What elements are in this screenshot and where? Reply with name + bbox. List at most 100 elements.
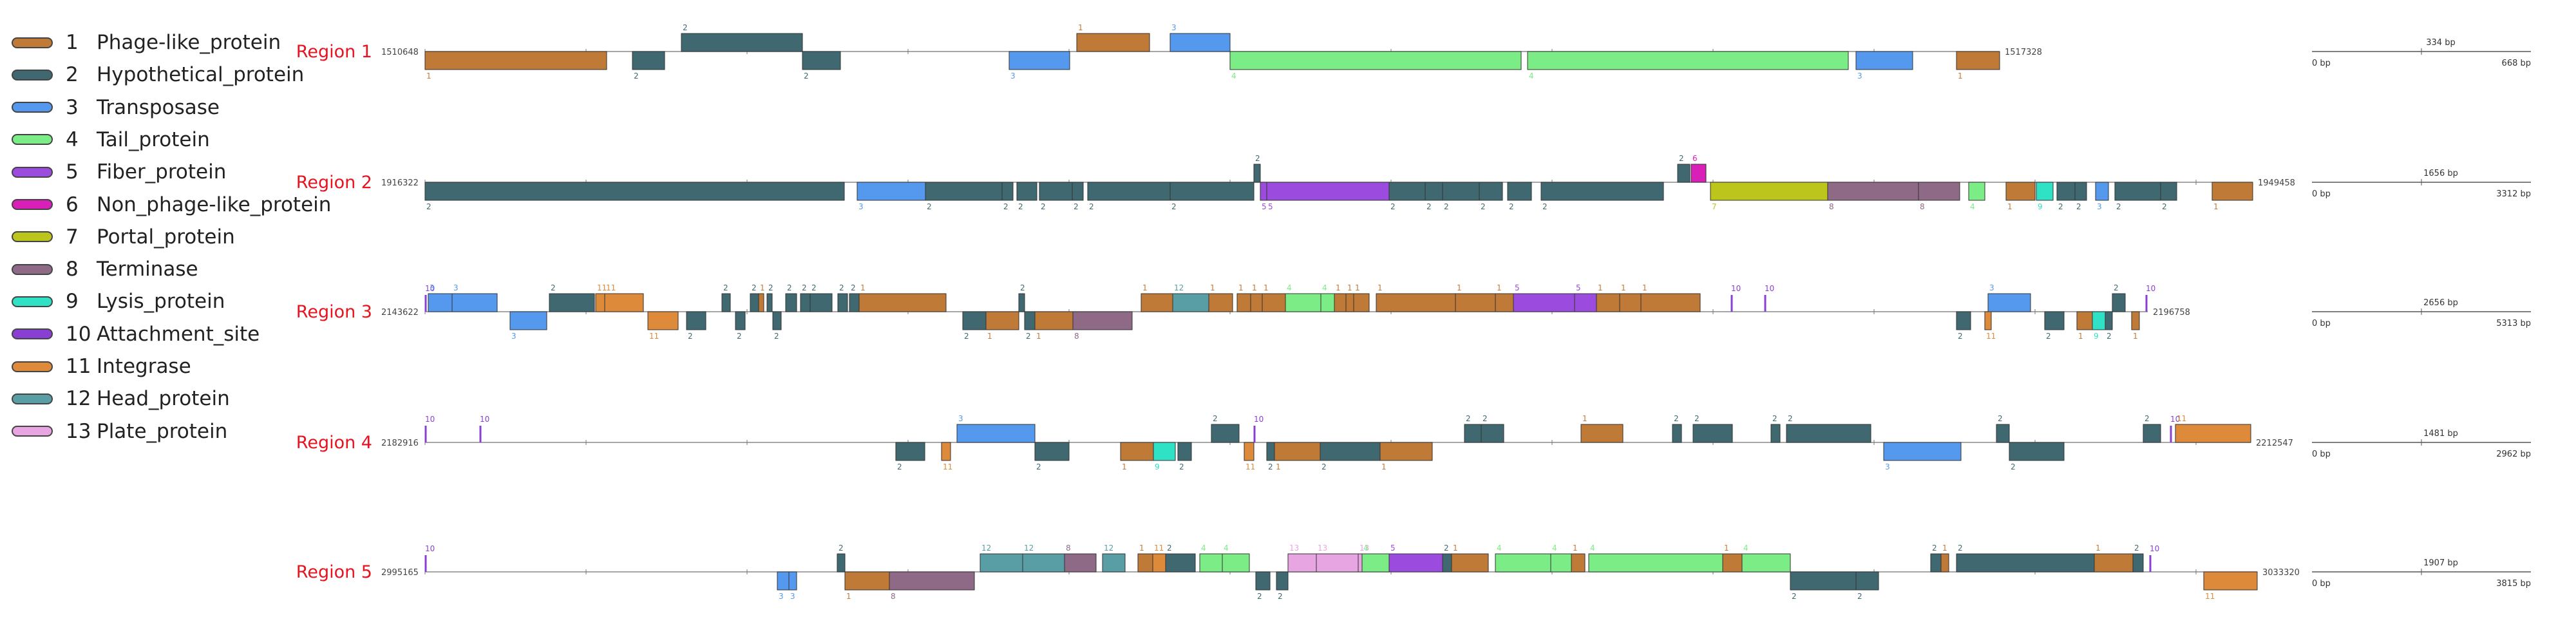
gene-type-label: 2 xyxy=(752,283,757,292)
gene-box xyxy=(1672,424,1682,443)
gene-box xyxy=(858,293,947,312)
scale-axis-start: 0 bp xyxy=(2312,59,2331,68)
legend-label: Lysis_protein xyxy=(97,290,225,314)
gene-type-label: 3 xyxy=(1857,71,1862,80)
gene-type-label: 3 xyxy=(511,332,516,341)
gene-type-label: 10 xyxy=(2146,284,2155,293)
gene-type-label: 5 xyxy=(1268,202,1273,211)
gene-box xyxy=(1571,553,1586,573)
gene-box xyxy=(857,182,926,201)
gene-box xyxy=(1507,182,1532,201)
gene-box xyxy=(1388,182,1426,201)
gene-type-label: 12 xyxy=(1024,544,1034,553)
gene-type-label: 4 xyxy=(1322,283,1327,292)
scale-bar: 2656 bp 0 bp 5313 bp xyxy=(2312,298,2531,328)
gene-type-label: 1 xyxy=(1642,283,1647,292)
gene-box xyxy=(1827,182,1919,201)
gene-type-label: 11 xyxy=(649,332,659,341)
gene-type-label: 13 xyxy=(1318,544,1327,553)
region-label: Region 3 xyxy=(296,302,372,322)
gene-box xyxy=(1353,293,1370,312)
gene-box xyxy=(1619,293,1642,312)
gene-type-label: 2 xyxy=(839,283,844,292)
legend-label: Plate_protein xyxy=(97,419,228,443)
scale-length-label: 2656 bp xyxy=(2423,298,2458,308)
gene-type-label: 6 xyxy=(1692,154,1698,163)
region-label: Region 1 xyxy=(296,42,372,62)
gene-type-label: 1 xyxy=(2078,332,2083,341)
gene-box xyxy=(766,293,773,312)
gene-box xyxy=(1262,293,1286,312)
gene-type-label: 1 xyxy=(1347,283,1352,292)
gene-type-label: 1 xyxy=(1453,544,1458,553)
region-label: Region 4 xyxy=(296,433,372,453)
gene-box xyxy=(1039,182,1073,201)
gene-box xyxy=(1320,293,1335,312)
gene-type-label: 2 xyxy=(737,332,742,341)
legend-swatch xyxy=(12,263,53,275)
gene-type-label: 1 xyxy=(2096,544,2101,553)
gene-type-label: 10 xyxy=(1254,415,1264,424)
scale-axis-start: 0 bp xyxy=(2312,450,2331,459)
gene-box xyxy=(1170,182,1255,201)
legend-label: Tail_protein xyxy=(97,128,210,151)
gene-type-label: 1 xyxy=(1573,544,1578,553)
gene-type-label: 2 xyxy=(851,283,856,292)
gene-type-label: 2 xyxy=(683,23,688,32)
gene-type-label: 2 xyxy=(1089,202,1094,211)
scale-length-label: 1907 bp xyxy=(2423,558,2458,568)
gene-box xyxy=(1361,553,1390,573)
gene-type-label: 1 xyxy=(1621,283,1626,292)
gene-box xyxy=(681,33,803,52)
gene-box xyxy=(1222,553,1250,573)
gene-box xyxy=(758,293,764,312)
gene-box xyxy=(1527,51,1849,70)
legend-label: Phage-like_protein xyxy=(97,31,281,54)
legend-swatch xyxy=(12,166,53,178)
region-end-coordinate: 1949458 xyxy=(2258,178,2295,188)
gene-box xyxy=(2044,311,2065,330)
gene-box xyxy=(772,311,782,330)
gene-box xyxy=(750,293,759,312)
gene-type-label: 2 xyxy=(1481,202,1486,211)
gene-box xyxy=(837,293,848,312)
gene-type-label: 8 xyxy=(1829,202,1834,211)
gene-type-label: 2 xyxy=(1020,283,1025,292)
scale-axis-start: 0 bp xyxy=(2312,319,2331,328)
gene-box xyxy=(1574,293,1597,312)
scale-axis-start: 0 bp xyxy=(2312,579,2331,589)
gene-type-label: 3 xyxy=(779,592,784,601)
gene-box xyxy=(1596,293,1620,312)
legend-swatch xyxy=(12,134,53,146)
gene-box xyxy=(1199,553,1223,573)
gene-box xyxy=(2105,311,2113,330)
gene-box xyxy=(1102,553,1126,573)
gene-type-label: 11 xyxy=(2205,592,2215,601)
gene-type-label: 2 xyxy=(1772,414,1777,423)
gene-box xyxy=(1211,424,1240,443)
gene-type-label: 5 xyxy=(1390,544,1396,553)
region-start-coordinate: 2182916 xyxy=(381,439,419,448)
gene-box xyxy=(2175,424,2251,443)
scale-axis-start: 0 bp xyxy=(2312,189,2331,199)
scale-bar: 1481 bp 0 bp 2962 bp xyxy=(2312,429,2531,459)
gene-type-label: 2 xyxy=(1213,414,1218,423)
gene-type-label: 2 xyxy=(1482,414,1488,423)
legend-item: 1 Phage-like_protein xyxy=(12,28,281,57)
gene-box xyxy=(1170,33,1231,52)
scale-bar: 1907 bp 0 bp 3815 bp xyxy=(2312,558,2531,589)
gene-type-label: 3 xyxy=(2097,202,2102,211)
gene-box xyxy=(800,293,811,312)
legend-number: 1 xyxy=(66,31,79,54)
gene-box xyxy=(1072,182,1084,201)
gene-type-label: 1 xyxy=(987,332,992,341)
gene-box xyxy=(1276,571,1289,591)
gene-box xyxy=(2132,553,2144,573)
gene-box xyxy=(2160,182,2177,201)
gene-box xyxy=(1253,164,1261,183)
gene-type-label: 4 xyxy=(1590,544,1595,553)
legend-number: 6 xyxy=(66,193,79,216)
gene-box xyxy=(1072,311,1133,330)
